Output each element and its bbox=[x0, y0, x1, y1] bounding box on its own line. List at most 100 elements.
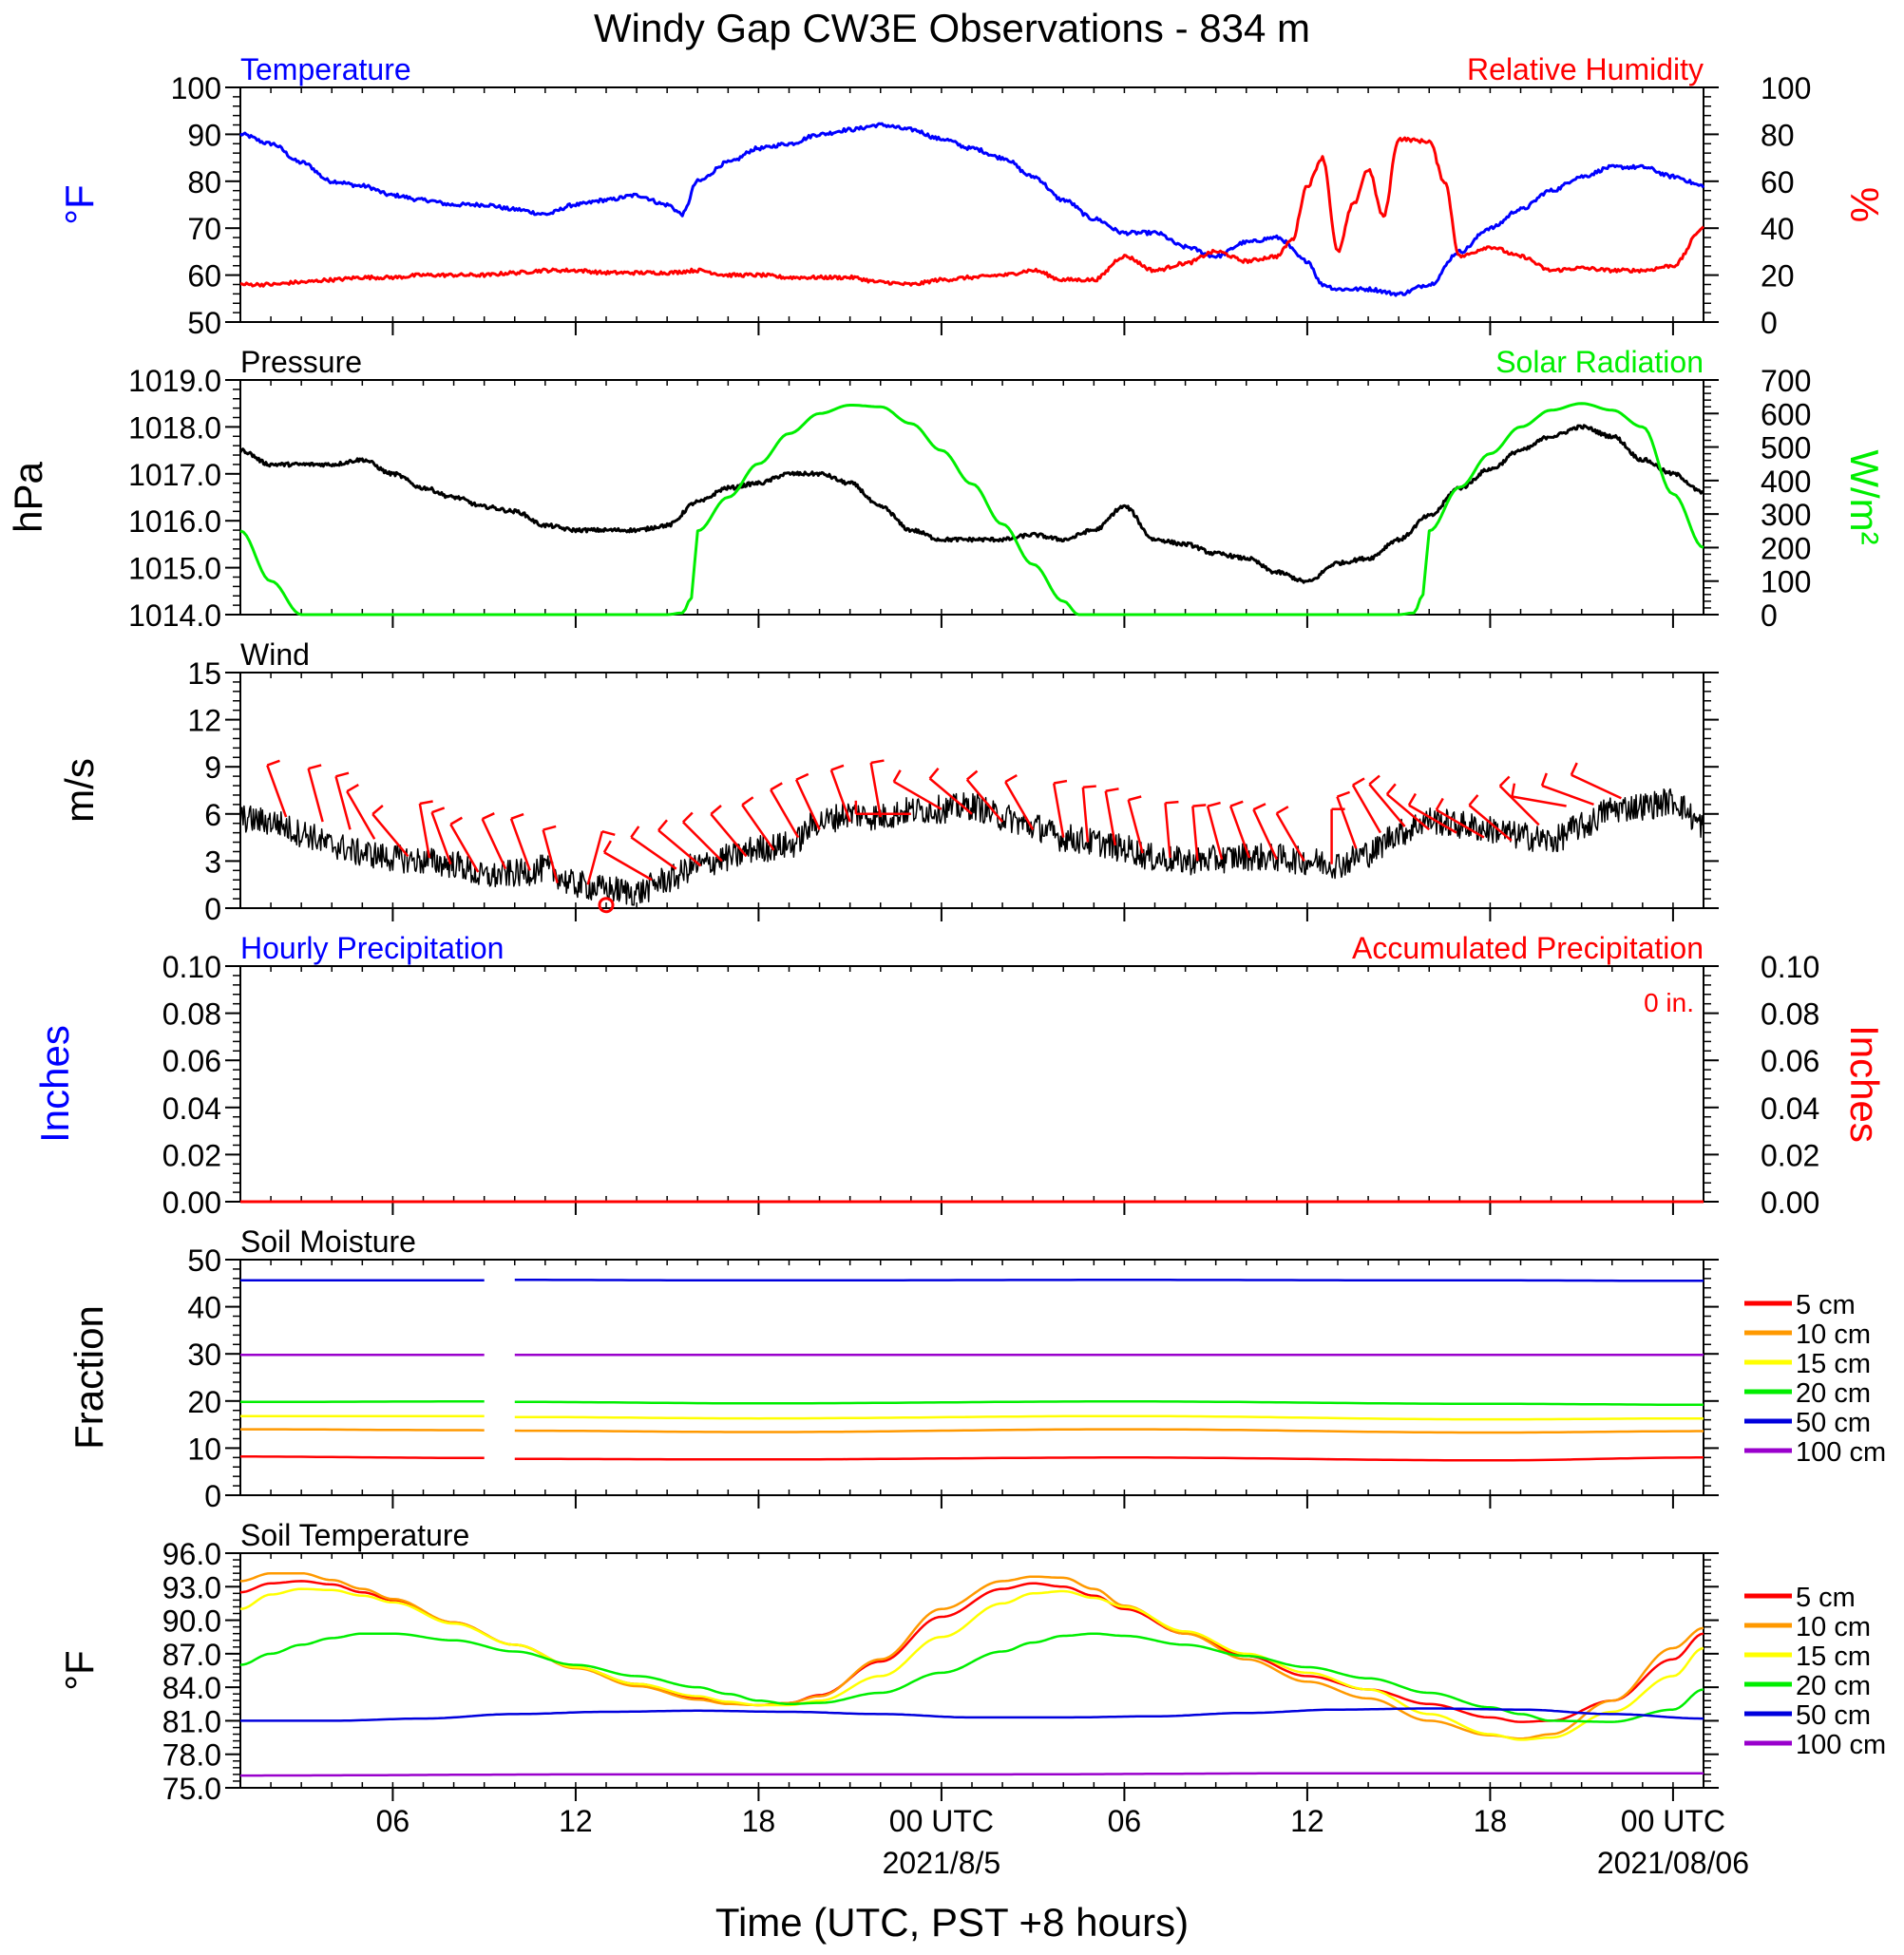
series-line-line bbox=[239, 402, 1704, 617]
x-tick-label: 12 bbox=[559, 1804, 593, 1838]
wind-barb-flag bbox=[1229, 800, 1244, 807]
y-tick-label: 50 bbox=[187, 306, 221, 340]
wind-barb-flag bbox=[266, 759, 280, 767]
series-15-cm-line bbox=[514, 1414, 1704, 1421]
wind-barb bbox=[1336, 790, 1358, 849]
x-tick-label: 06 bbox=[376, 1804, 410, 1838]
y-tick-label: 90 bbox=[187, 118, 221, 152]
y-tick-label: 15 bbox=[187, 656, 221, 691]
panel-title-left: Temperature bbox=[240, 52, 411, 86]
wind-barb bbox=[1498, 775, 1540, 826]
wind-barb-shaft bbox=[630, 836, 677, 870]
wind-barb bbox=[657, 819, 702, 867]
panel-title-left: Pressure bbox=[240, 345, 362, 379]
wind-barb bbox=[710, 805, 748, 858]
wind-barb-flag bbox=[1352, 777, 1365, 787]
wind-barb-shaft bbox=[1191, 806, 1199, 862]
wind-barb-shaft bbox=[509, 818, 531, 871]
y2-tick-label: 400 bbox=[1761, 465, 1811, 499]
x-date-label: 2021/8/5 bbox=[883, 1846, 1001, 1880]
wind-barb-flag bbox=[1252, 803, 1266, 811]
wind-barb-flag bbox=[1004, 774, 1018, 784]
panel-title-left: Hourly Precipitation bbox=[240, 931, 504, 965]
wind-barb-shaft bbox=[1052, 783, 1065, 838]
series-20-cm-line bbox=[240, 1400, 485, 1404]
wind-barb-flag bbox=[1082, 785, 1096, 789]
panel-annotation: 0 in. bbox=[1644, 988, 1694, 1017]
wind-barb-shaft bbox=[1252, 808, 1278, 861]
wind-barb-flag bbox=[371, 805, 384, 815]
y-axis-label-left: °F bbox=[57, 184, 102, 224]
wind-barb bbox=[1275, 806, 1305, 863]
wind-barb bbox=[1004, 774, 1035, 830]
wind-barb-flag bbox=[1053, 779, 1068, 785]
wind-barb-flag bbox=[770, 782, 783, 791]
wind-barb bbox=[1351, 777, 1381, 834]
wind-barb-shaft bbox=[1512, 795, 1567, 807]
wind-barb-flag bbox=[431, 807, 446, 814]
y-tick-label: 40 bbox=[187, 1291, 221, 1325]
y2-tick-label: 80 bbox=[1761, 118, 1795, 152]
y-tick-label: 0 bbox=[204, 1479, 221, 1513]
y2-tick-label: 0.06 bbox=[1761, 1044, 1819, 1078]
series-5-cm-line bbox=[514, 1456, 1704, 1462]
wind-barb-shaft bbox=[893, 780, 942, 810]
series-100-cm-line bbox=[240, 1772, 1704, 1777]
y-axis-label-left: m/s bbox=[57, 758, 102, 823]
series-50-cm-line bbox=[514, 1279, 1704, 1282]
y-axis-label-right: W/m² bbox=[1842, 449, 1887, 544]
legend-label: 5 cm bbox=[1796, 1583, 1856, 1613]
y-tick-label: 0.00 bbox=[162, 1186, 221, 1220]
plot-frame bbox=[239, 672, 1704, 909]
panel-title-right: Solar Radiation bbox=[1495, 345, 1704, 379]
y-tick-label: 0 bbox=[204, 892, 221, 926]
wind-barb-shaft bbox=[1498, 785, 1540, 826]
wind-barb bbox=[542, 825, 559, 883]
wind-barb-flag bbox=[346, 783, 359, 793]
wind-barb bbox=[1435, 797, 1485, 839]
wind-barb bbox=[1368, 774, 1406, 827]
panel-title-left: Wind bbox=[240, 637, 310, 672]
wind-barb bbox=[1164, 800, 1179, 859]
legend-label: 50 cm bbox=[1796, 1408, 1871, 1438]
wind-barb-shaft bbox=[1127, 799, 1144, 854]
wind-barb bbox=[770, 782, 800, 839]
y-tick-label: 1014.0 bbox=[128, 598, 221, 633]
wind-barb bbox=[1081, 785, 1096, 843]
y-axis-label-left: hPa bbox=[6, 461, 50, 532]
wind-barb-flag bbox=[1468, 794, 1479, 807]
wind-barb-shaft bbox=[965, 778, 1004, 823]
panel-title-left: Soil Moisture bbox=[240, 1224, 416, 1259]
wind-barb-shaft bbox=[266, 765, 288, 818]
wind-barb bbox=[430, 807, 452, 865]
series-line-line bbox=[238, 424, 1704, 584]
y2-tick-label: 500 bbox=[1761, 431, 1811, 465]
y2-tick-label: 100 bbox=[1761, 565, 1811, 599]
y-tick-label: 81.0 bbox=[162, 1704, 221, 1738]
wind-barb-shaft bbox=[1468, 804, 1513, 842]
series-10-cm-line bbox=[514, 1428, 1704, 1434]
y-tick-label: 50 bbox=[187, 1243, 221, 1278]
wind-barb-shaft bbox=[334, 775, 352, 830]
y2-tick-label: 60 bbox=[1761, 165, 1795, 199]
y-tick-label: 78.0 bbox=[162, 1738, 221, 1773]
wind-barb-shaft bbox=[657, 829, 702, 867]
wind-barb-flag bbox=[543, 825, 557, 831]
wind-barb-shaft bbox=[770, 788, 800, 839]
wind-barb-shaft bbox=[928, 777, 973, 815]
wind-barb-flag bbox=[1570, 762, 1578, 776]
wind-barb bbox=[1407, 792, 1457, 834]
wind-barb-flag bbox=[710, 805, 722, 815]
series-20-cm-line bbox=[239, 1632, 1704, 1723]
y2-tick-label: 0.02 bbox=[1761, 1138, 1819, 1172]
wind-barb-shaft bbox=[542, 829, 559, 883]
wind-barb bbox=[892, 769, 942, 810]
series-10-cm-line bbox=[240, 1428, 485, 1432]
legend-label: 100 cm bbox=[1796, 1730, 1886, 1760]
panel-title-right: Relative Humidity bbox=[1467, 52, 1704, 86]
wind-barb-shaft bbox=[1571, 773, 1622, 800]
y-tick-label: 90.0 bbox=[162, 1604, 221, 1639]
y-tick-label: 0.08 bbox=[162, 997, 221, 1032]
calm-wind-marker bbox=[598, 897, 615, 914]
wind-barb bbox=[371, 805, 409, 858]
